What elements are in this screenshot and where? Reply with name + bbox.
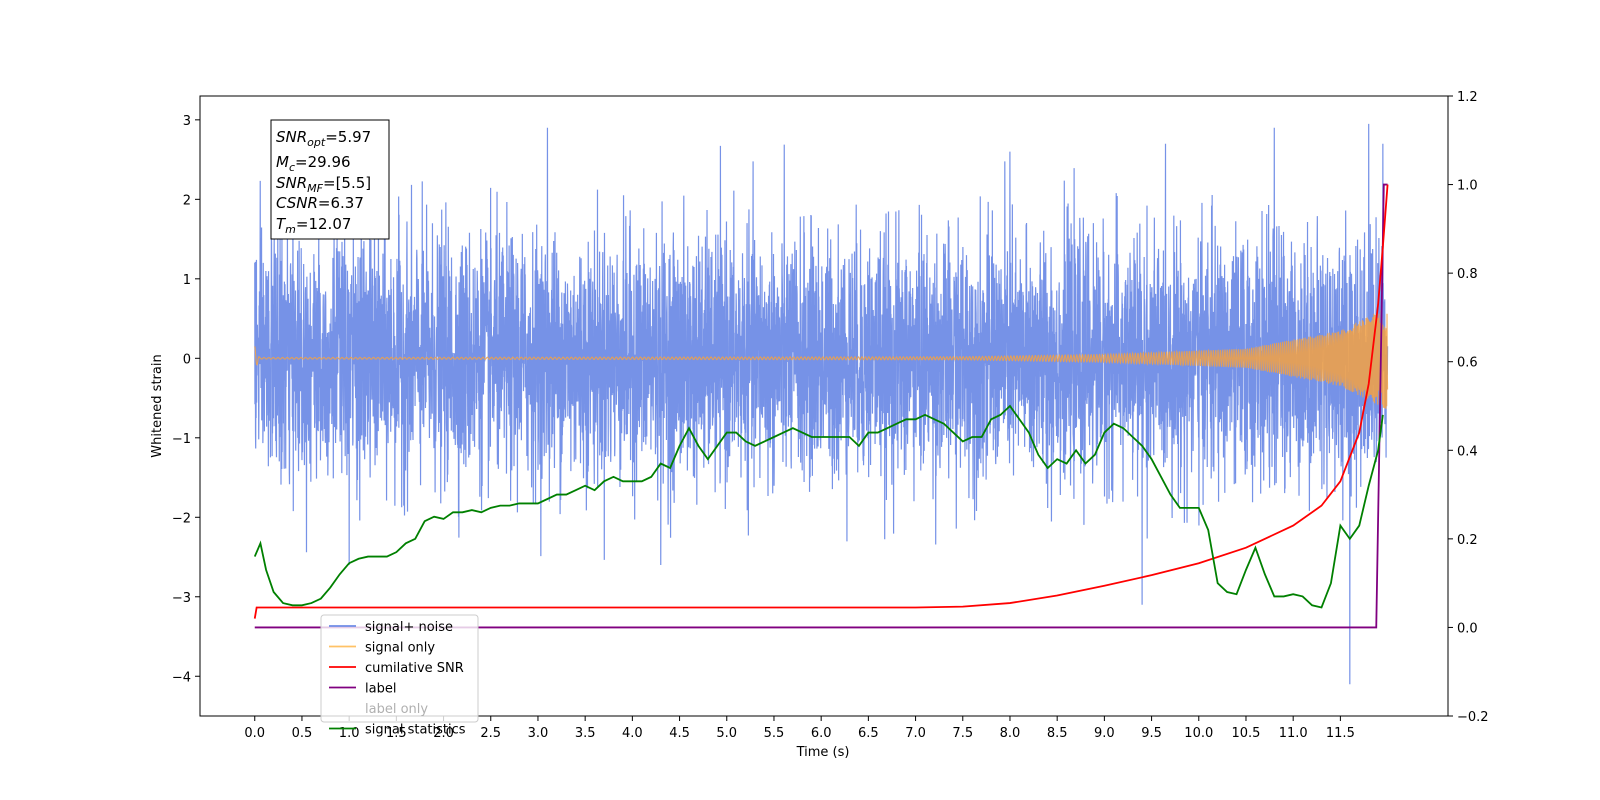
info-snr-opt: SNRopt=5.97 (276, 128, 371, 149)
x-axis-label: Time (s) (796, 745, 850, 760)
x-tick-label-16: 8.0 (1000, 726, 1021, 741)
y-tick-label-2: 1 (183, 273, 191, 288)
x-tick-label-10: 5.0 (716, 726, 737, 741)
y2-tick-label-1: 1.0 (1457, 179, 1478, 194)
info-snr-mf: SNRMF=[5.5] (276, 174, 371, 195)
x-tick-label-3: 1.5 (386, 726, 407, 741)
y2-tick-label-6: 0.0 (1457, 621, 1478, 636)
x-tick-label-23: 11.5 (1326, 726, 1355, 741)
legend-label-5: signal statistics (365, 723, 466, 738)
y2-tick-label-4: 0.4 (1457, 444, 1478, 459)
y2-tick-label-3: 0.6 (1457, 356, 1478, 371)
series-layer (253, 123, 1389, 685)
y-axis-label: Whitened strain (150, 354, 165, 457)
x-tick-label-12: 6.0 (811, 726, 832, 741)
x-tick-label-7: 3.5 (575, 726, 596, 741)
x-tick-label-2: 1.0 (339, 726, 360, 741)
series-signal-statistics-line (253, 404, 1384, 609)
info-box: SNRopt=5.97 Mc=29.96 SNRMF=[5.5] CSNR=6.… (270, 119, 390, 240)
legend-label-4: label only (365, 702, 428, 717)
legend-label-1: signal only (365, 641, 435, 656)
y-tick-label-3: 0 (183, 352, 191, 367)
y2-tick-label-5: 0.2 (1457, 533, 1478, 548)
info-mc: Mc=29.96 (276, 153, 351, 174)
legend: signal+ noise signal only cumilative SNR la… (320, 614, 479, 738)
series-signal-noise-line (254, 123, 1389, 685)
y2-tick-label-2: 0.8 (1457, 267, 1478, 282)
x-tick-label-18: 9.0 (1094, 726, 1115, 741)
x-tick-label-19: 9.5 (1141, 726, 1162, 741)
y-tick-label-4: −1 (172, 432, 191, 447)
y-tick-label-0: 3 (183, 114, 191, 129)
x-tick-label-20: 10.0 (1184, 726, 1213, 741)
legend-label-0: signal+ noise (365, 620, 453, 635)
info-csnr: CSNR=6.37 (276, 194, 364, 212)
x-tick-label-17: 8.5 (1047, 726, 1068, 741)
legend-label-3: label (365, 682, 396, 697)
x-tick-label-21: 10.5 (1232, 726, 1261, 741)
y2-tick-label-0: 1.2 (1457, 90, 1478, 105)
x-tick-label-0: 0.0 (244, 726, 265, 741)
x-tick-label-6: 3.0 (528, 726, 549, 741)
x-tick-label-5: 2.5 (480, 726, 501, 741)
series-label-line (254, 183, 1388, 629)
x-tick-label-9: 4.5 (669, 726, 690, 741)
x-tick-label-11: 5.5 (764, 726, 785, 741)
y2-tick-label-7: −0.2 (1457, 710, 1489, 725)
x-tick-label-15: 7.5 (952, 726, 973, 741)
y-axis-left: 3 2 1 0 −1 −2 −3 −4 (172, 114, 200, 685)
x-axis: 0.0 0.5 1.0 1.5 2.0 2.5 3.0 3.5 4.0 4.5 5.0 5.5 6.0 6… (244, 716, 1355, 741)
y-axis-right: 1.2 1.0 0.8 0.6 0.4 0.2 0.0 −0.2 (1448, 90, 1489, 725)
x-tick-label-1: 0.5 (292, 726, 313, 741)
plot-frame (199, 95, 1449, 717)
x-tick-label-22: 11.0 (1279, 726, 1308, 741)
series-signal-only-line (254, 310, 1389, 410)
y-tick-label-5: −2 (172, 511, 191, 526)
x-tick-label-4: 2.0 (433, 726, 454, 741)
y-tick-label-1: 2 (183, 193, 191, 208)
info-tm: Tm=12.07 (276, 215, 351, 236)
x-tick-label-14: 7.0 (905, 726, 926, 741)
series-cumulative-snr-line (253, 184, 1389, 619)
y-tick-label-7: −4 (172, 670, 191, 685)
legend-label-2: cumilative SNR (365, 661, 464, 676)
x-tick-label-13: 6.5 (858, 726, 879, 741)
y-tick-label-6: −3 (172, 591, 191, 606)
x-tick-label-8: 4.0 (622, 726, 643, 741)
